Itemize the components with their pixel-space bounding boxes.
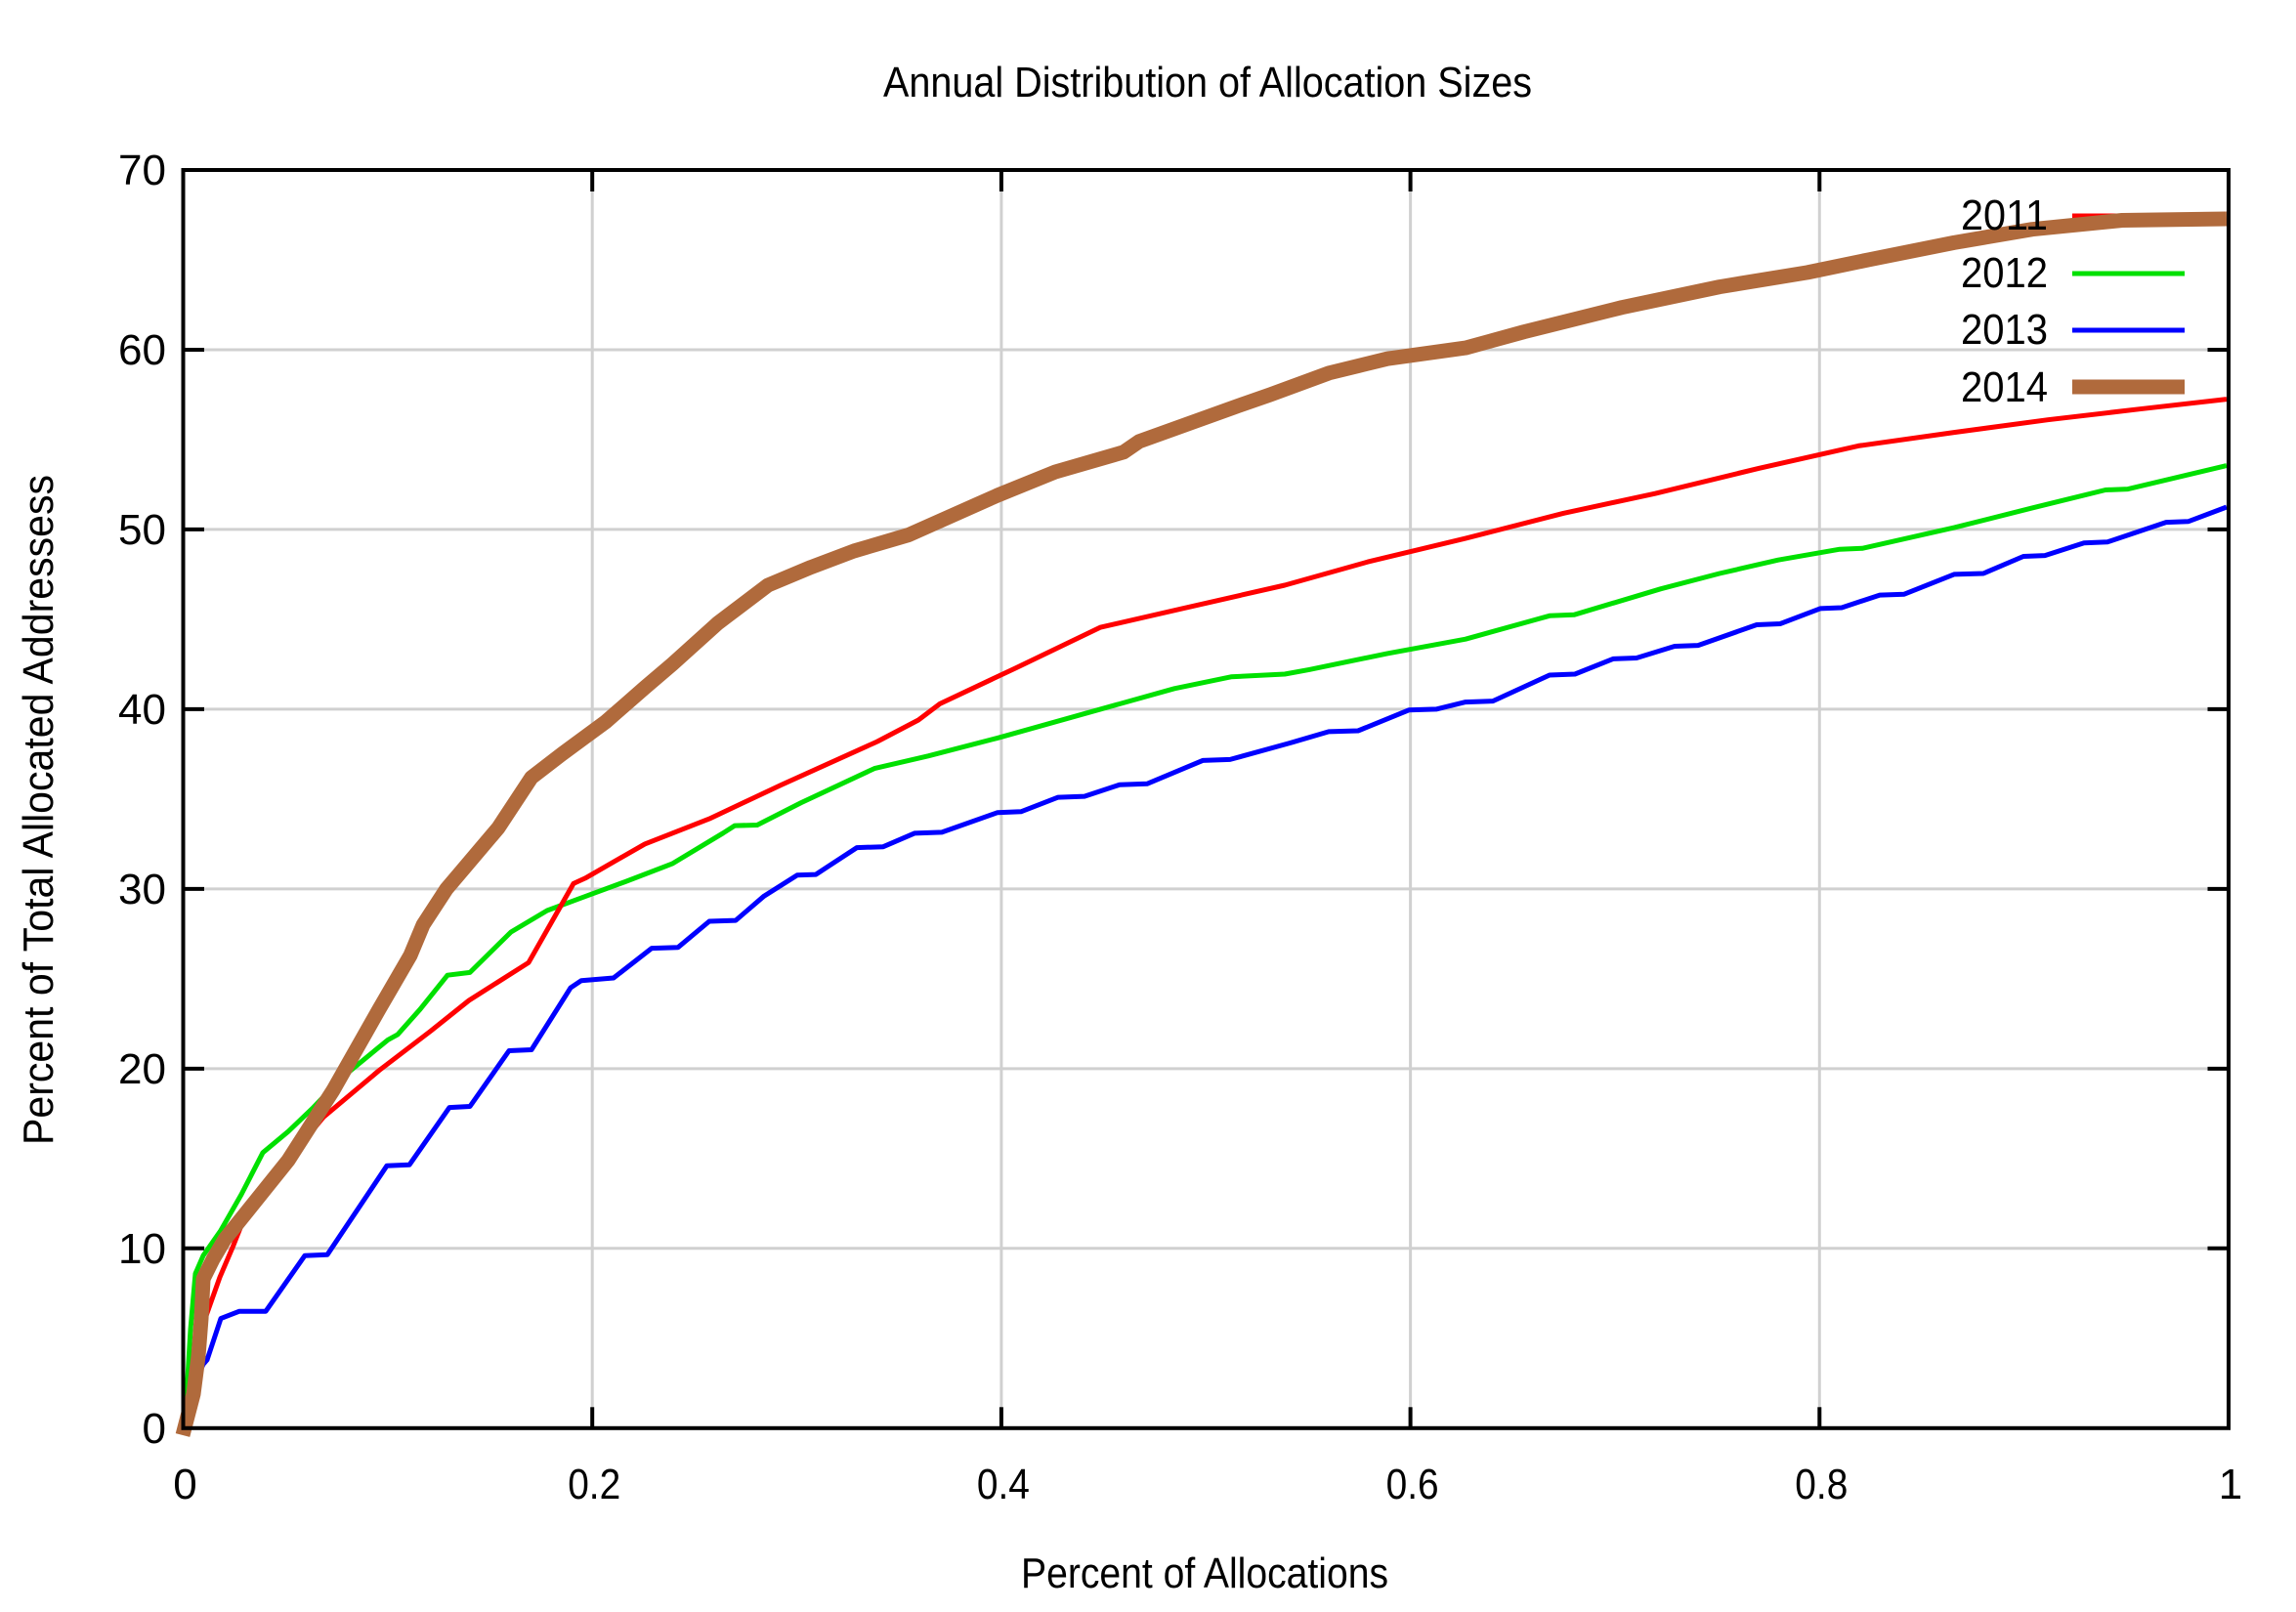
svg-text:0.4: 0.4 bbox=[977, 1461, 1030, 1508]
svg-text:0: 0 bbox=[173, 1461, 196, 1508]
svg-text:2013: 2013 bbox=[1961, 306, 2048, 354]
svg-text:0.6: 0.6 bbox=[1386, 1461, 1439, 1508]
svg-text:1: 1 bbox=[2219, 1461, 2242, 1508]
svg-text:60: 60 bbox=[118, 326, 166, 374]
svg-text:Percent of Allocations: Percent of Allocations bbox=[1021, 1549, 1388, 1597]
svg-text:2012: 2012 bbox=[1961, 249, 2048, 297]
svg-text:Annual Distribution of Allocat: Annual Distribution of Allocation Sizes bbox=[883, 59, 1532, 106]
svg-text:70: 70 bbox=[118, 147, 166, 194]
svg-text:2014: 2014 bbox=[1961, 363, 2048, 411]
svg-text:2011: 2011 bbox=[1961, 191, 2048, 239]
svg-text:40: 40 bbox=[118, 686, 166, 734]
svg-text:20: 20 bbox=[118, 1045, 166, 1093]
svg-text:0.2: 0.2 bbox=[568, 1461, 620, 1508]
svg-text:Percent of Total Allocated Add: Percent of Total Allocated Addressess bbox=[15, 475, 63, 1145]
svg-text:0.8: 0.8 bbox=[1795, 1461, 1848, 1508]
svg-text:50: 50 bbox=[118, 506, 166, 554]
svg-text:0: 0 bbox=[143, 1405, 166, 1453]
svg-text:30: 30 bbox=[118, 866, 166, 913]
svg-text:10: 10 bbox=[118, 1225, 166, 1273]
